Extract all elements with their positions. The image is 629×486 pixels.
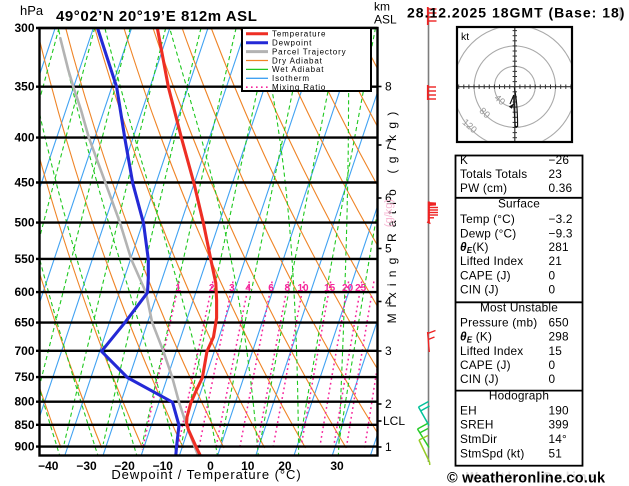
svg-text:Dry Adiabat: Dry Adiabat [272, 56, 323, 65]
svg-text:Lifted Index: Lifted Index [460, 344, 523, 358]
svg-text:CAPE (J): CAPE (J) [460, 358, 511, 372]
svg-text:25: 25 [355, 283, 367, 294]
svg-text:Temp (°C): Temp (°C) [460, 212, 515, 226]
svg-text:6: 6 [385, 191, 392, 205]
svg-text:0: 0 [549, 358, 556, 372]
svg-text:10: 10 [241, 459, 255, 473]
svg-text:EH: EH [460, 403, 477, 417]
svg-text:Hodograph: Hodograph [489, 389, 549, 403]
svg-text:21: 21 [549, 254, 563, 268]
svg-text:281: 281 [549, 240, 569, 254]
svg-text:Mixing Ratio (g/kg): Mixing Ratio (g/kg) [385, 106, 399, 324]
svg-text:Isotherm: Isotherm [272, 74, 310, 83]
svg-text:8: 8 [285, 283, 291, 294]
svg-text:7: 7 [385, 138, 392, 152]
svg-text:Wet Adiabat: Wet Adiabat [272, 65, 324, 74]
svg-text:900: 900 [14, 440, 34, 454]
svg-text:CAPE (J): CAPE (J) [460, 268, 511, 282]
svg-text:6: 6 [268, 283, 274, 294]
svg-text:15: 15 [324, 283, 336, 294]
svg-text:(g/kg): (g/kg) [383, 199, 395, 227]
svg-text:8: 8 [385, 80, 392, 94]
svg-text:750: 750 [14, 370, 34, 384]
svg-text:0: 0 [549, 282, 556, 296]
svg-text:Parcel Trajectory: Parcel Trajectory [272, 47, 346, 56]
svg-text:350: 350 [14, 80, 34, 94]
svg-text:CIN (J): CIN (J) [460, 372, 499, 386]
svg-text:450: 450 [14, 176, 34, 190]
svg-text:20: 20 [342, 283, 354, 294]
svg-text:3: 3 [385, 344, 392, 358]
svg-text:23: 23 [549, 167, 563, 181]
svg-text:400: 400 [14, 131, 34, 145]
svg-text:190: 190 [549, 403, 570, 417]
svg-text:−9.3: −9.3 [549, 226, 573, 240]
svg-text:Surface: Surface [498, 197, 540, 211]
svg-text:4: 4 [245, 283, 251, 294]
svg-text:0: 0 [207, 459, 214, 473]
svg-text:StmSpd (kt): StmSpd (kt) [460, 446, 524, 460]
svg-text:−10: −10 [153, 459, 174, 473]
svg-text:0.36: 0.36 [549, 181, 573, 195]
svg-text:550: 550 [14, 252, 34, 266]
svg-text:Lifted Index: Lifted Index [460, 254, 523, 268]
svg-text:20: 20 [278, 459, 292, 473]
svg-text:3: 3 [229, 283, 235, 294]
svg-text:2: 2 [209, 283, 215, 294]
svg-text:14°: 14° [549, 432, 568, 446]
svg-text:Most Unstable: Most Unstable [480, 301, 558, 315]
svg-text:Weather Online: Weather Online [466, 470, 599, 484]
svg-text:5: 5 [385, 242, 392, 256]
svg-text:650: 650 [14, 316, 34, 330]
svg-text:LCL: LCL [383, 414, 405, 428]
svg-text:Pressure (mb): Pressure (mb) [460, 315, 537, 329]
svg-text:2: 2 [385, 397, 392, 411]
svg-text:−30: −30 [76, 459, 97, 473]
svg-text:650: 650 [549, 315, 570, 329]
svg-text:0: 0 [549, 372, 556, 386]
svg-text:600: 600 [14, 285, 34, 299]
svg-text:StmDir: StmDir [460, 432, 497, 446]
svg-text::: : [538, 5, 542, 20]
svg-text:399: 399 [549, 418, 569, 432]
svg-text:28.12.2025 18GMT (Base: 18): 28.12.2025 18GMT (Base: 18) [407, 5, 625, 21]
svg-text:500: 500 [14, 216, 34, 230]
svg-text:SREH: SREH [460, 418, 494, 432]
svg-text:CIN (J): CIN (J) [460, 282, 499, 296]
svg-text:): ) [618, 5, 622, 20]
svg-text:Dewp (°C): Dewp (°C) [460, 226, 516, 240]
svg-text:−26: −26 [549, 153, 570, 167]
svg-text:K: K [460, 153, 468, 167]
svg-text:0: 0 [549, 268, 556, 282]
svg-text:Mixing Ratio: Mixing Ratio [272, 83, 326, 92]
svg-text:θE(K): θE(K) [460, 240, 489, 255]
svg-text:30: 30 [330, 459, 344, 473]
svg-text:49°02’N 20°19’E 812m ASL: 49°02’N 20°19’E 812m ASL [56, 8, 257, 25]
svg-text:hPa: hPa [20, 3, 44, 18]
svg-text:Totals Totals: Totals Totals [460, 167, 527, 181]
svg-text:kt: kt [461, 31, 469, 43]
svg-text:PW (cm): PW (cm) [460, 181, 507, 195]
svg-text:850: 850 [14, 418, 34, 432]
svg-text:ASL: ASL [374, 13, 397, 27]
svg-text:Dewpoint: Dewpoint [272, 39, 312, 48]
svg-text:10: 10 [297, 283, 309, 294]
svg-text:51: 51 [549, 446, 563, 460]
svg-text:4: 4 [385, 295, 392, 309]
svg-text:−3.2: −3.2 [549, 212, 573, 226]
svg-text:1: 1 [385, 440, 392, 454]
svg-text:Temperature: Temperature [272, 30, 326, 39]
svg-text:km: km [374, 0, 390, 14]
svg-text:© weatheronline.co.uk: © weatheronline.co.uk [447, 471, 606, 486]
svg-text:1: 1 [175, 283, 181, 294]
svg-text:298: 298 [549, 329, 570, 343]
svg-text:800: 800 [14, 395, 34, 409]
svg-text:−20: −20 [114, 459, 135, 473]
svg-text:θE (K): θE (K) [460, 329, 492, 344]
svg-text:15: 15 [549, 344, 563, 358]
svg-text:300: 300 [14, 21, 34, 35]
svg-text:−40: −40 [38, 459, 59, 473]
svg-text:700: 700 [14, 344, 34, 358]
svg-text:Dewpoint / Temperature (°C): Dewpoint / Temperature (°C) [111, 467, 301, 482]
